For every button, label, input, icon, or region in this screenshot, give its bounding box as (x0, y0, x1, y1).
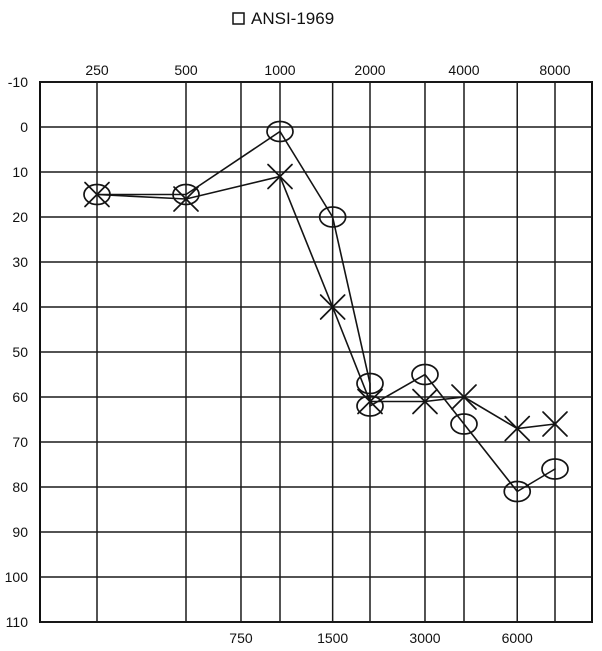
x-tick-label-bottom: 750 (229, 630, 253, 646)
y-tick-label: 80 (12, 479, 28, 495)
data-point-x (267, 163, 293, 190)
data-point-o (541, 458, 569, 480)
y-tick-label: 40 (12, 299, 28, 315)
y-tick-label: 60 (12, 389, 28, 405)
series-line-o (96, 130, 556, 493)
empty-square-icon (232, 12, 245, 25)
y-tick-label: 30 (12, 254, 28, 270)
data-point-o (450, 413, 478, 435)
data-point-o (83, 183, 111, 206)
data-point-o (356, 372, 384, 395)
data-point-x (451, 384, 477, 410)
data-point-x (357, 388, 383, 415)
x-tick-label-top: 4000 (448, 62, 479, 78)
series-lines (96, 130, 556, 493)
y-tick-label: 110 (6, 614, 29, 630)
y-tick-label: 100 (5, 569, 29, 585)
series-line-x (96, 175, 556, 430)
data-point-x (84, 181, 110, 208)
x-tick-label-top: 500 (174, 62, 198, 78)
y-tick-label: 70 (12, 434, 28, 450)
y-tick-label: 50 (12, 344, 28, 360)
x-tick-label-top: 1000 (264, 62, 295, 78)
plot-grid (39, 81, 593, 623)
y-tick-label: 90 (12, 524, 28, 540)
x-tick-label-bottom: 6000 (502, 630, 533, 646)
data-point-o (266, 120, 294, 143)
x-tick-label-top: 8000 (539, 62, 570, 78)
data-point-o (318, 206, 347, 228)
x-tick-label-top: 2000 (354, 62, 385, 78)
data-point-o (172, 183, 200, 206)
data-point-x (173, 186, 199, 212)
data-point-x (319, 294, 346, 320)
data-point-o (503, 480, 532, 503)
y-tick-label: 0 (20, 119, 28, 135)
data-point-x (542, 411, 568, 437)
y-tick-label: 10 (12, 164, 28, 180)
chart-title: ANSI-1969 (232, 9, 334, 28)
x-tick-label-top: 250 (85, 62, 109, 78)
y-tick-label: -10 (8, 74, 28, 90)
data-point-x (412, 388, 438, 415)
y-tick-label: 20 (12, 209, 28, 225)
x-tick-label-bottom: 1500 (317, 630, 348, 646)
axis-tick-labels: -10 0 10 20 30 40 50 60 70 80 90 100 110 250 500 1000 20… (5, 62, 571, 646)
data-point-o (411, 363, 439, 386)
data-point-o (356, 395, 384, 417)
series-markers (83, 120, 569, 503)
data-point-x (504, 415, 531, 442)
chart-title-text: ANSI-1969 (251, 9, 334, 28)
x-tick-label-bottom: 3000 (409, 630, 440, 646)
